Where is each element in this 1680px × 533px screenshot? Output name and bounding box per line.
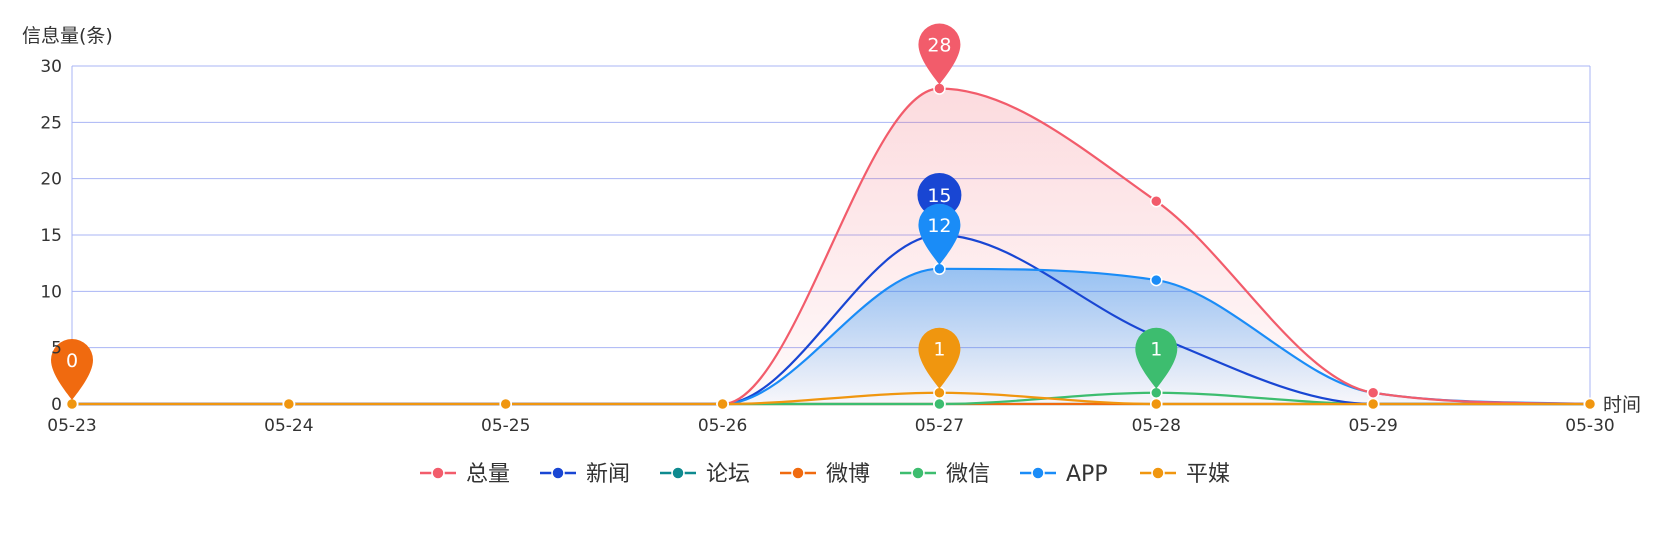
max-marker-APP: 12 [918,203,961,265]
max-marker-label: 12 [927,215,951,237]
max-marker-label: 1 [1150,339,1162,361]
max-marker-shape [918,203,961,265]
x-tick-label: 05-23 [47,416,96,436]
pin-layer: 0 28 15 12 1 1 [51,23,1178,400]
x-tick-label: 05-24 [264,416,313,436]
data-point-平媒[interactable] [716,397,729,411]
x-tick-label: 05-28 [1132,416,1181,436]
legend-marker [791,466,805,480]
data-point-总量[interactable] [1150,194,1163,208]
data-point-总量[interactable] [933,82,946,95]
max-marker-微信: 1 [1135,327,1178,389]
y-tick-label: 20 [40,170,62,190]
data-point-微信[interactable] [933,397,946,411]
legend-marker [551,466,565,480]
y-tick-label: 15 [40,226,62,246]
data-point-APP[interactable] [933,262,946,276]
legend-marker [1151,466,1165,480]
legend-item-平媒[interactable]: 平媒 [1140,462,1230,487]
series-line-平媒 [71,391,1590,406]
legend-label: APP [1066,462,1108,487]
legend-item-新闻[interactable]: 新闻 [540,462,630,487]
data-point-平媒[interactable] [65,397,79,411]
legend[interactable]: 总量 新闻 论坛 微博 微信 APP 平媒 [420,462,1230,487]
max-marker-shape [917,173,962,217]
legend-marker [671,466,685,480]
data-point-平媒[interactable] [1366,397,1380,411]
point-layer [65,82,1597,411]
max-marker-平媒: 1 [918,327,961,389]
y-axis-title: 信息量(条) [22,25,113,47]
max-marker-微博: 0 [51,339,93,400]
x-axis-title: 时间 [1603,394,1641,416]
data-point-平媒[interactable] [1583,397,1597,411]
data-point-微信[interactable] [1150,386,1163,399]
max-marker-label: 0 [66,350,78,372]
legend-item-总量[interactable]: 总量 [420,462,510,487]
x-tick-label: 05-27 [915,416,964,436]
max-marker-总量: 28 [918,23,961,85]
legend-marker [1031,466,1045,480]
max-marker-shape [918,327,961,389]
legend-label: 新闻 [586,462,630,487]
data-point-平媒[interactable] [282,397,296,411]
max-marker-label: 1 [933,339,945,361]
max-marker-新闻: 15 [917,173,962,217]
data-point-平媒[interactable] [1150,397,1163,411]
y-tick-label: 0 [51,395,62,415]
legend-item-微信[interactable]: 微信 [900,462,990,487]
line-layer [71,87,1591,406]
x-tick-label: 05-29 [1348,416,1397,436]
y-tick-label: 5 [51,339,62,359]
data-point-平媒[interactable] [499,397,512,411]
legend-label: 微博 [826,462,870,487]
x-tick-label: 05-30 [1565,416,1614,436]
legend-label: 微信 [946,462,990,487]
y-tick-label: 10 [40,282,62,302]
x-tick-label: 05-26 [698,416,747,436]
data-point-APP[interactable] [1150,273,1163,287]
legend-item-微博[interactable]: 微博 [780,462,870,487]
y-tick-label: 30 [40,57,62,77]
legend-label: 总量 [466,462,510,487]
x-tick-label: 05-25 [481,416,530,436]
max-marker-shape [1135,327,1178,389]
data-point-平媒[interactable] [933,386,946,399]
legend-item-论坛[interactable]: 论坛 [660,462,750,487]
max-marker-label: 15 [927,185,951,207]
max-marker-shape [918,23,961,85]
legend-label: 论坛 [706,462,750,487]
max-marker-shape [51,339,93,400]
legend-marker [911,466,925,480]
legend-item-APP[interactable]: APP [1020,462,1108,487]
legend-marker [431,466,445,480]
y-tick-label: 25 [40,113,62,133]
max-marker-label: 28 [927,35,951,57]
legend-label: 平媒 [1186,462,1230,487]
data-point-总量[interactable] [1366,386,1380,399]
